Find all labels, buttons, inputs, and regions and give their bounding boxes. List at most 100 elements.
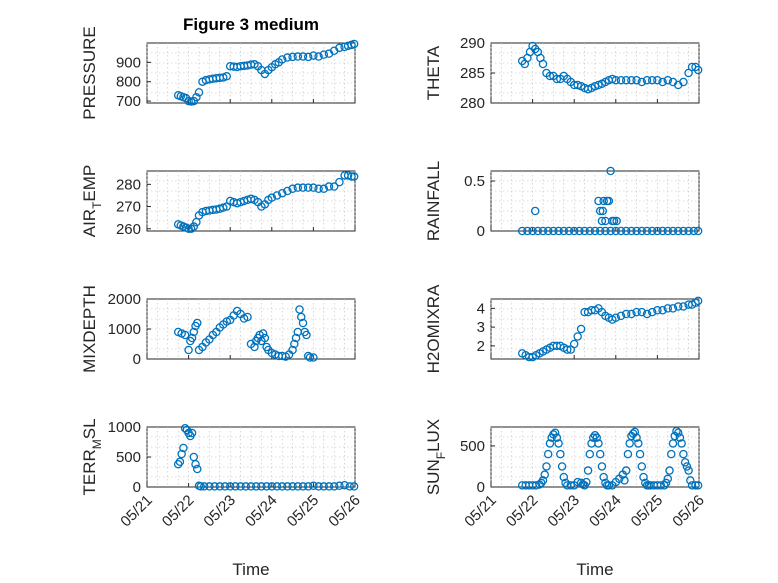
data-point-terr_msl	[257, 482, 266, 491]
figure-title: Figure 3 medium	[183, 15, 319, 34]
data-point-sun_flux	[540, 470, 549, 479]
data-point-h2omixra	[569, 339, 579, 349]
y-tick-label: 280	[460, 95, 485, 112]
data-point-terr_msl	[293, 482, 303, 491]
data-point-terr_msl	[225, 482, 235, 491]
y-tick-label: 280	[116, 176, 141, 193]
data-point-mixdepth	[243, 312, 252, 322]
data-point-sun_flux	[595, 449, 605, 459]
data-point-mixdepth	[187, 333, 197, 343]
data-point-rainfall	[528, 226, 537, 236]
data-point-h2omixra	[679, 302, 688, 311]
data-point-pressure	[222, 72, 231, 81]
y-tick-label: 800	[116, 74, 141, 91]
data-point-rainfall	[684, 226, 693, 236]
data-point-terr_msl	[179, 443, 188, 453]
y-tick-label: 0	[477, 223, 485, 240]
data-point-mixdepth	[189, 327, 199, 337]
y-tick-label: 285	[460, 65, 485, 82]
data-point-rainfall	[549, 226, 558, 236]
data-point-sun_flux	[634, 439, 643, 448]
data-point-terr_msl	[267, 482, 277, 491]
data-point-mixdepth	[193, 318, 202, 328]
data-point-rainfall	[658, 226, 667, 236]
data-point-sun_flux	[550, 428, 560, 438]
data-point-sun_flux	[552, 433, 562, 442]
data-point-h2omixra	[668, 304, 678, 313]
y-tick-label: 0	[133, 351, 141, 368]
data-point-terr_msl	[329, 482, 339, 491]
data-point-sun_flux	[682, 462, 692, 471]
data-point-terr_msl	[173, 459, 183, 469]
data-point-pressure	[192, 92, 201, 102]
y-axis-label-pressure: PRESSURE	[80, 26, 99, 120]
data-point-rainfall	[554, 226, 563, 236]
data-point-terr_msl	[246, 482, 256, 491]
data-point-sun_flux	[656, 481, 666, 490]
data-point-air_temp	[219, 203, 228, 212]
data-point-rainfall	[517, 226, 527, 236]
data-point-air_temp	[319, 184, 329, 194]
data-point-terr_msl	[187, 428, 197, 438]
subplot-mixdepth: 0 1000 2000 MIXDEPTH	[80, 285, 356, 373]
data-point-rainfall	[612, 216, 621, 226]
data-point-mixdepth	[297, 312, 306, 322]
data-point-h2omixra	[637, 307, 647, 317]
data-point-mixdepth	[298, 318, 308, 328]
y-axis-label-terr_msl: TERRMSL	[80, 418, 104, 495]
data-point-theta	[627, 75, 636, 85]
data-point-sun_flux	[667, 449, 676, 459]
data-point-terr_msl	[220, 482, 230, 491]
y-tick-label: 3	[477, 319, 485, 336]
data-point-sun_flux	[590, 430, 600, 440]
data-point-terr_msl	[199, 482, 209, 491]
data-point-sun_flux	[632, 433, 641, 442]
data-point-sun_flux	[661, 478, 671, 488]
data-point-terr_msl	[303, 482, 313, 491]
data-point-rainfall	[559, 226, 569, 236]
y-tick-label: 500	[460, 438, 485, 455]
data-point-sun_flux	[589, 433, 598, 442]
data-point-sun_flux	[673, 428, 683, 438]
data-point-sun_flux	[594, 439, 603, 448]
data-point-rainfall	[653, 226, 662, 236]
data-point-sun_flux	[566, 481, 575, 490]
y-axis-label-theta: THETA	[424, 45, 443, 100]
data-point-sun_flux	[686, 476, 695, 485]
data-point-theta	[679, 77, 688, 87]
data-point-sun_flux	[559, 472, 569, 482]
data-point-pressure	[319, 50, 329, 59]
data-point-sun_flux	[680, 458, 690, 467]
data-point-rainfall	[647, 226, 657, 236]
data-point-terr_msl	[205, 482, 214, 491]
data-point-pressure	[314, 52, 323, 61]
data-point-air_temp	[246, 194, 256, 204]
y-tick-label: 4	[477, 300, 485, 317]
data-point-h2omixra	[632, 307, 641, 317]
subplot-theta: 280 285 290 THETA	[424, 35, 703, 112]
data-point-mixdepth	[309, 353, 318, 362]
data-point-terr_msl	[324, 482, 334, 491]
data-point-terr_msl	[251, 482, 261, 491]
data-point-rainfall	[693, 226, 703, 236]
data-point-air_temp	[293, 183, 303, 192]
subplot-terr_msl: 05/21 05/22 05/23 05/24 05/25 05/2605001000TE…	[80, 418, 364, 579]
data-point-terr_msl	[314, 482, 323, 491]
data-point-sun_flux	[592, 433, 601, 442]
data-point-rainfall	[595, 226, 605, 236]
data-point-terr_msl	[288, 482, 297, 491]
y-tick-label: 2000	[108, 291, 141, 308]
data-point-air_temp	[186, 224, 196, 234]
data-point-theta	[637, 77, 647, 87]
data-point-terr_msl	[196, 482, 205, 491]
data-point-mixdepth	[250, 342, 259, 352]
data-point-rainfall	[597, 216, 607, 226]
data-point-rainfall	[637, 226, 647, 236]
data-point-rainfall	[601, 226, 610, 236]
data-point-air_temp	[347, 172, 356, 181]
data-point-theta	[642, 75, 652, 85]
data-point-sun_flux	[635, 449, 645, 459]
data-point-rainfall	[533, 226, 543, 236]
data-point-air_temp	[277, 188, 287, 198]
